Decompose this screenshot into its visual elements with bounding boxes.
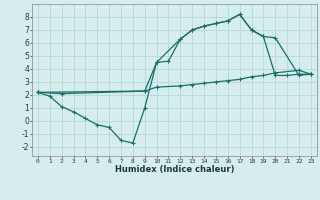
X-axis label: Humidex (Indice chaleur): Humidex (Indice chaleur)	[115, 165, 234, 174]
